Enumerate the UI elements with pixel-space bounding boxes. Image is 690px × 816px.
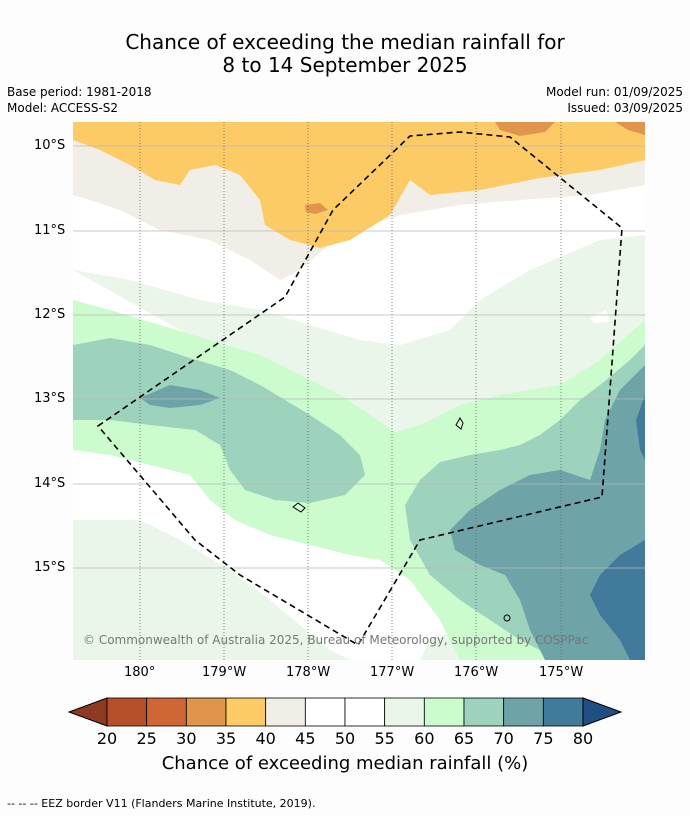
colorbar-segment <box>225 697 267 727</box>
colorbar-segment <box>503 697 544 727</box>
island <box>503 614 511 622</box>
lat-label: 15°S <box>34 560 66 575</box>
lon-label: 178°W <box>286 665 331 680</box>
title-line-2: 8 to 14 September 2025 <box>222 53 468 77</box>
chart-title: Chance of exceeding the median rainfall … <box>0 31 690 77</box>
lat-label: 12°S <box>34 307 66 322</box>
band-70-75-west <box>140 385 220 408</box>
colorbar-tick-label: 45 <box>295 729 316 748</box>
colorbar-tick-label: 70 <box>493 729 514 748</box>
colorbar-tick-label: 35 <box>215 729 237 748</box>
colorbar-tick-label: 50 <box>334 729 356 748</box>
colorbar-extend-low <box>67 697 108 727</box>
rainfall-contours <box>73 122 645 660</box>
colorbar <box>67 697 623 727</box>
band-30-35-c <box>305 203 328 214</box>
colorbar-extend-high <box>582 697 623 727</box>
model-name: Model: ACCESS-S2 <box>7 101 119 115</box>
colorbar-tick-label: 65 <box>453 729 475 748</box>
lon-label: 177°W <box>370 665 415 680</box>
lat-label: 11°S <box>34 223 66 238</box>
colorbar-segment <box>423 697 465 727</box>
colorbar-tick-label: 30 <box>176 729 197 748</box>
lat-label: 13°S <box>34 391 66 406</box>
colorbar-segment <box>463 697 505 727</box>
colorbar-segment <box>344 697 386 727</box>
lon-label: 180° <box>124 665 156 680</box>
colorbar-tick-label: 80 <box>572 729 594 748</box>
colorbar-tick-label: 75 <box>533 729 554 748</box>
lon-label: 175°W <box>539 665 584 680</box>
colorbar-tick-label: 55 <box>374 729 395 748</box>
band-65-70 <box>73 338 365 503</box>
meta-left: Base period: 1981-2018 Model: ACCESS-S2 <box>7 84 152 116</box>
lat-label: 10°S <box>34 138 66 153</box>
colorbar-tick-label: 60 <box>414 729 435 748</box>
colorbar-segment <box>304 697 346 727</box>
meta-right: Model run: 01/09/2025 Issued: 03/09/2025 <box>546 84 683 116</box>
band-75-80-east <box>636 395 645 460</box>
colorbar-segment <box>146 697 187 727</box>
colorbar-tick-label: 25 <box>136 729 157 748</box>
band-55-60 <box>73 235 645 660</box>
issued-date: Issued: 03/09/2025 <box>567 101 683 115</box>
base-period: Base period: 1981-2018 <box>7 85 152 99</box>
band-30-35-a <box>495 122 555 136</box>
band-30-35-b <box>615 122 645 135</box>
colorbar-segment <box>384 697 425 727</box>
colorbar-tick-label: 40 <box>255 729 276 748</box>
copyright-text: © Commonwealth of Australia 2025, Bureau… <box>83 633 589 647</box>
lon-label: 179°W <box>202 665 247 680</box>
colorbar-segment <box>185 697 227 727</box>
lat-gridlines <box>73 145 645 569</box>
title-line-1: Chance of exceeding the median rainfall … <box>125 30 565 54</box>
model-run: Model run: 01/09/2025 <box>545 85 683 99</box>
lat-label: 14°S <box>34 476 66 491</box>
colorbar-segment <box>106 697 148 727</box>
colorbar-label: Chance of exceeding median rainfall (%) <box>161 753 529 774</box>
colorbar-tick-label: 20 <box>96 729 118 748</box>
band-75-80-south <box>590 540 645 660</box>
island <box>292 502 306 513</box>
colorbar-segment <box>542 697 584 727</box>
eez-legend-text: -- -- -- EEZ border V11 (Flanders Marine… <box>7 797 316 810</box>
island <box>455 417 464 430</box>
lon-label: 176°W <box>454 665 499 680</box>
eez-border <box>96 131 623 647</box>
colorbar-segment <box>265 697 306 727</box>
band-50-55-hole <box>590 310 610 323</box>
